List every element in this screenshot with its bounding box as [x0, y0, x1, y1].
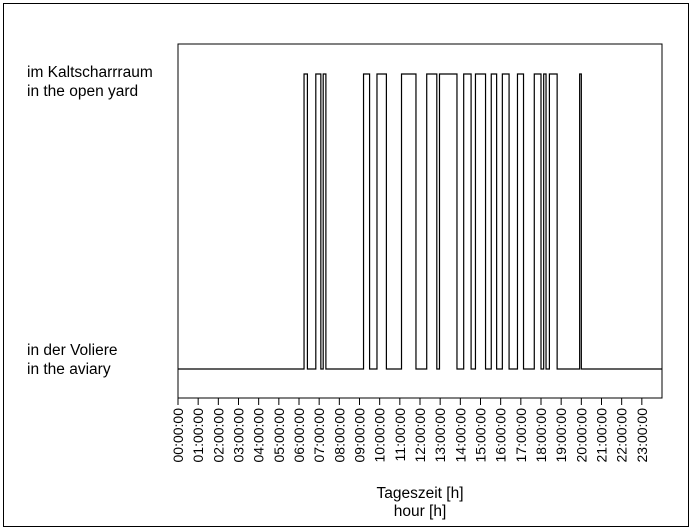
- location-trace: [178, 73, 662, 370]
- x-tick-label: 01:00:00: [190, 408, 206, 463]
- plot-area: [177, 43, 663, 399]
- y-label-aviary-en: in the aviary: [27, 361, 111, 378]
- x-tick-label: 03:00:00: [231, 408, 247, 463]
- x-tick-label: 05:00:00: [271, 408, 287, 463]
- figure-frame: [3, 3, 689, 527]
- x-axis-tick-labels: 00:00:00 01:00:00 02:00:00 03:00:00 04:00:00…: [170, 408, 650, 463]
- x-axis-ticks: [177, 398, 643, 405]
- x-tick-label: 21:00:00: [594, 408, 610, 463]
- y-label-aviary-de: in der Voliere: [27, 342, 118, 359]
- y-label-aviary: in der Voliere in the aviary: [27, 341, 117, 379]
- x-tick-label: 00:00:00: [170, 408, 186, 463]
- x-tick-label: 07:00:00: [311, 408, 327, 463]
- x-axis-title-en: hour [h]: [393, 503, 447, 520]
- x-tick-label: 09:00:00: [352, 408, 368, 463]
- x-tick-label: 10:00:00: [372, 408, 388, 463]
- x-tick-label: 14:00:00: [452, 408, 468, 463]
- x-tick-label: 08:00:00: [331, 408, 347, 463]
- x-axis-title: Tageszeit [h] hour [h]: [178, 485, 662, 521]
- x-tick-label: 06:00:00: [291, 408, 307, 463]
- x-tick-label: 17:00:00: [513, 408, 529, 463]
- x-tick-label: 02:00:00: [210, 408, 226, 463]
- x-tick-label: 20:00:00: [573, 408, 589, 463]
- y-label-open-yard-de: im Kaltscharrraum: [27, 64, 153, 81]
- x-tick-label: 04:00:00: [251, 408, 267, 463]
- x-tick-label: 16:00:00: [493, 408, 509, 463]
- y-label-open-yard: im Kaltscharrraum in the open yard: [27, 63, 153, 101]
- x-tick-label: 23:00:00: [634, 408, 650, 463]
- x-tick-label: 13:00:00: [432, 408, 448, 463]
- x-tick-label: 15:00:00: [473, 408, 489, 463]
- y-label-open-yard-en: in the open yard: [27, 83, 139, 100]
- x-tick-label: 19:00:00: [553, 408, 569, 463]
- x-tick-label: 12:00:00: [412, 408, 428, 463]
- x-tick-label: 22:00:00: [614, 408, 630, 463]
- x-tick-label: 11:00:00: [392, 408, 408, 462]
- x-tick-label: 18:00:00: [533, 408, 549, 463]
- x-axis-title-de: Tageszeit [h]: [376, 485, 464, 502]
